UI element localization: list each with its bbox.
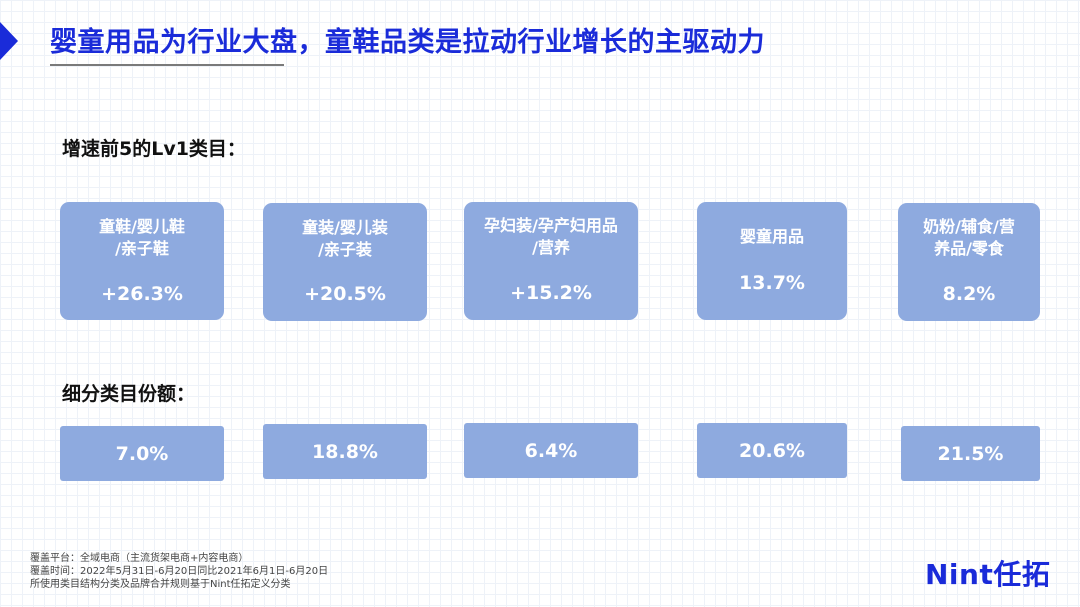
footer-platform: 覆盖平台：全域电商（主流货架电商+内容电商） [30, 553, 249, 564]
title-underline [50, 64, 284, 66]
category-name: 童鞋/婴儿鞋 /亲子鞋 [99, 217, 185, 258]
growth-rate: +20.5% [304, 283, 386, 305]
category-card-baby-supplies: 婴童用品 13.7% [697, 202, 847, 320]
share-box-milk-powder: 21.5% [901, 426, 1040, 481]
page-title: 婴童用品为行业大盘，童鞋品类是拉动行业增长的主驱动力 [50, 27, 765, 58]
growth-rate: 13.7% [739, 272, 805, 294]
growth-rate: +26.3% [101, 283, 183, 305]
category-name: 奶粉/辅食/营 养品/零食 [923, 217, 1015, 258]
footer-methodology: 所使用类目结构分类及品牌合并规则基于Nint任拓定义分类 [30, 579, 291, 590]
share-box-maternity: 6.4% [464, 423, 638, 478]
share-box-kids-shoes: 7.0% [60, 426, 224, 481]
share-box-kids-apparel: 18.8% [263, 424, 427, 479]
footer-period: 覆盖时间：2022年5月31日-6月20日同比2021年6月1日-6月20日 [30, 566, 329, 577]
category-card-maternity: 孕妇装/孕产妇用品 /营养 +15.2% [464, 202, 638, 320]
category-name: 婴童用品 [739, 227, 804, 246]
growth-rate: +15.2% [510, 282, 592, 304]
growth-rate: 8.2% [942, 283, 996, 305]
category-card-kids-apparel: 童装/婴儿装 /亲子装 +20.5% [263, 203, 427, 321]
top5-section-label: 增速前5的Lv1类目： [62, 138, 246, 160]
category-card-milk-powder: 奶粉/辅食/营 养品/零食 8.2% [898, 203, 1040, 321]
title-accent-triangle [0, 22, 18, 60]
category-name: 孕妇装/孕产妇用品 /营养 [484, 216, 618, 257]
share-box-baby-supplies: 20.6% [697, 423, 847, 478]
category-name: 童装/婴儿装 /亲子装 [302, 218, 388, 259]
share-section-label: 细分类目份额： [62, 383, 196, 405]
footer-notes: 覆盖平台：全域电商（主流货架电商+内容电商） 覆盖时间：2022年5月31日-6… [30, 552, 328, 591]
nint-logo: Nint任拓 [925, 558, 1051, 591]
category-card-kids-shoes: 童鞋/婴儿鞋 /亲子鞋 +26.3% [60, 202, 224, 320]
